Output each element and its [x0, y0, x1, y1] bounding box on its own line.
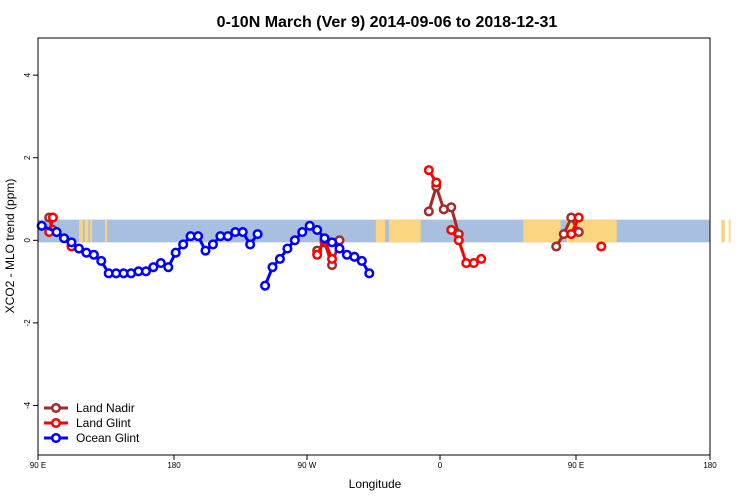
- x-tick-label: 0: [438, 461, 443, 470]
- y-axis-label: XCO2 - MLO trend (ppm): [3, 179, 17, 314]
- data-point: [423, 206, 434, 217]
- data-point: [327, 237, 338, 248]
- legend-marker: [50, 432, 62, 444]
- data-point: [476, 253, 487, 264]
- y-tick-label: -4: [23, 401, 32, 409]
- data-point: [193, 231, 204, 242]
- plot-frame: [37, 37, 711, 456]
- data-point: [36, 220, 47, 231]
- data-point: [237, 226, 248, 238]
- data-point: [59, 233, 70, 244]
- legend-label: Land Glint: [76, 416, 131, 430]
- data-point: [468, 257, 479, 269]
- data-point: [200, 245, 211, 256]
- data-point: [423, 165, 434, 176]
- data-point: [163, 262, 174, 273]
- y-tick-label: 4: [23, 72, 32, 77]
- legend-label: Land Nadir: [76, 401, 135, 415]
- data-point: [222, 231, 233, 242]
- data-point: [596, 241, 607, 252]
- data-point: [140, 266, 151, 277]
- land-segment: [79, 219, 83, 243]
- data-point: [88, 249, 99, 260]
- data-point: [96, 255, 107, 267]
- data-point: [364, 268, 375, 279]
- data-point: [327, 253, 338, 264]
- y-tick-label: 2: [23, 155, 32, 160]
- data-point: [47, 212, 58, 223]
- data-point: [66, 237, 77, 248]
- x-tick-label: 90 E: [30, 461, 46, 470]
- data-point: [446, 224, 457, 236]
- data-point: [573, 212, 584, 223]
- data-point: [349, 251, 360, 262]
- data-point: [304, 220, 315, 231]
- data-point: [267, 262, 278, 273]
- data-point: [207, 239, 218, 250]
- data-point: [431, 177, 442, 188]
- x-tick-label: 90 W: [298, 461, 317, 470]
- land-segment: [721, 219, 725, 243]
- data-point: [312, 249, 323, 260]
- data-point: [252, 229, 263, 240]
- y-tick-label: -2: [23, 319, 32, 327]
- legend-marker: [50, 417, 62, 429]
- land-segment: [388, 219, 421, 243]
- map-band: [38, 219, 731, 243]
- series-1: [44, 165, 607, 269]
- y-tick-label: 0: [23, 238, 32, 243]
- data-point: [312, 224, 323, 236]
- data-point: [297, 226, 308, 238]
- data-point: [289, 235, 300, 246]
- data-point: [274, 253, 285, 264]
- land-segment: [84, 219, 89, 243]
- data-point: [51, 226, 62, 238]
- data-point: [566, 229, 577, 240]
- land-segment: [90, 219, 93, 243]
- legend-marker: [50, 402, 62, 414]
- land-segment: [105, 219, 108, 243]
- land-segment: [523, 219, 561, 243]
- data-point: [319, 233, 330, 244]
- data-point: [178, 239, 189, 250]
- data-point: [148, 262, 159, 273]
- series-layer: [36, 165, 607, 291]
- data-point: [282, 243, 293, 254]
- land-segment: [375, 219, 386, 243]
- data-point: [356, 255, 367, 267]
- chart-title: 0-10N March (Ver 9) 2014-09-06 to 2018-1…: [217, 14, 558, 31]
- data-point: [73, 243, 84, 254]
- y-axis: -4 -2 0 2 4: [23, 72, 38, 409]
- data-point: [446, 202, 457, 213]
- x-tick-label: 180: [167, 461, 181, 470]
- data-point: [245, 239, 256, 250]
- data-point: [170, 247, 181, 258]
- series-2: [36, 220, 375, 291]
- x-tick-label: 180: [703, 461, 717, 470]
- x-axis-label: Longitude: [349, 477, 402, 491]
- data-point: [155, 257, 166, 269]
- x-tick-label: 90 E: [568, 461, 584, 470]
- legend-label: Ocean Glint: [76, 431, 140, 445]
- data-point: [260, 280, 271, 291]
- land-segment: [728, 219, 731, 243]
- data-point: [334, 243, 345, 254]
- x-axis: 90 E 180 90 W 0 90 E 180: [30, 455, 717, 470]
- data-point: [551, 241, 562, 252]
- data-point: [453, 235, 464, 246]
